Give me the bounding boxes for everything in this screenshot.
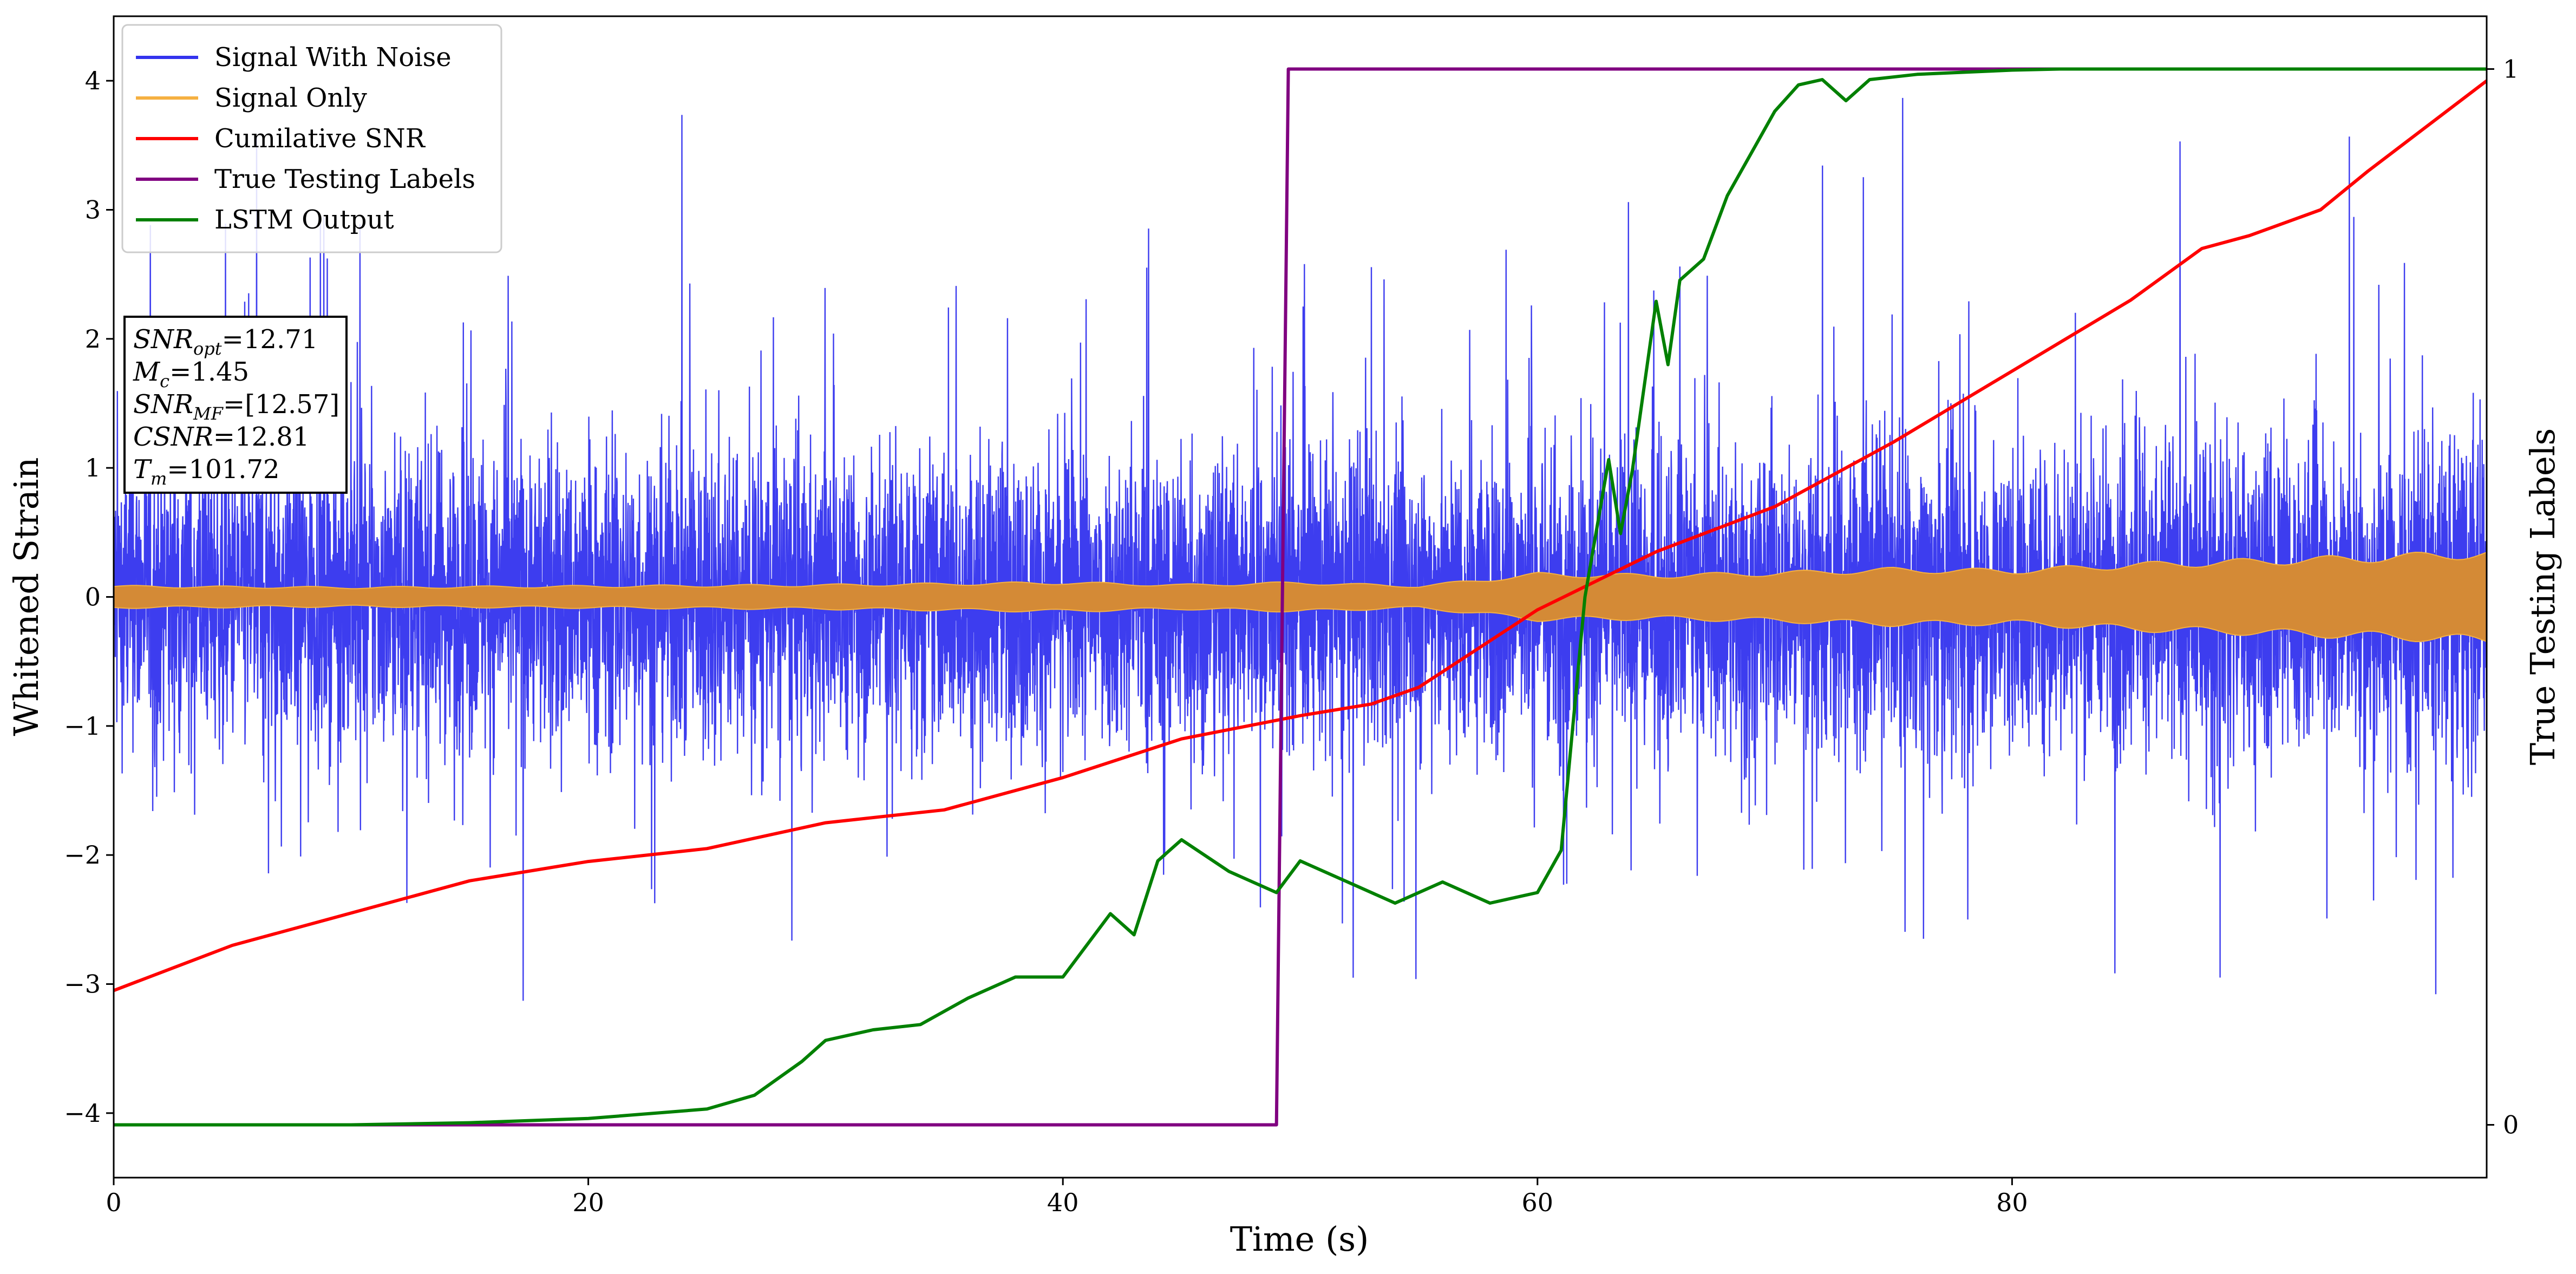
info-box-value: =[12.57] [223,389,339,420]
series-signal-only [114,551,2487,643]
info-box-subscript: c [160,371,169,391]
info-box-line: CSNR=12.81 [133,422,309,452]
info-box-symbol: SNR [133,389,193,420]
info-box-value: =1.45 [169,357,249,387]
y-right-tick-label: 1 [2503,55,2519,84]
info-box-frame [123,316,348,494]
legend-entry-label: LSTM Output [214,205,394,235]
info-box-value: =12.81 [213,422,310,452]
y-tick-label: 0 [85,583,101,612]
info-box-value: =101.72 [167,454,279,485]
series-lstm-output [114,67,2487,1127]
y-tick-label: 2 [85,324,101,354]
info-box-line: Tm=101.72 [133,454,280,489]
x-tick-label: 20 [572,1188,604,1217]
legend-entry-label: True Testing Labels [214,164,475,194]
series-signal-with-noise [114,97,2487,1001]
y-axis-label-right: True Testing Labels [2523,428,2562,766]
plot-area [114,67,2487,1127]
info-box-line: SNRMF=[12.57] [133,389,339,424]
x-tick-label: 80 [1996,1188,2028,1217]
info-box-symbol: T [133,454,152,485]
series-cumulative-snr [114,79,2487,992]
x-axis-label: Time (s) [1230,1219,1369,1259]
y-tick-label: 3 [85,195,101,225]
y-axis-label: Whitened Strain [6,458,46,736]
y-tick-label: −1 [64,711,101,741]
info-box-value: =12.71 [222,324,318,355]
info-box-line: SNRopt=12.71 [133,324,318,359]
legend-frame [121,24,502,253]
info-box-subscript: MF [193,403,224,424]
y-tick-label: −4 [64,1099,101,1128]
x-tick-label: 40 [1047,1188,1079,1217]
info-box-symbol: CSNR [133,422,213,452]
info-box: SNRopt=12.71Mc=1.45SNRMF=[12.57]CSNR=12.… [123,316,348,494]
legend-entry-label: Signal Only [214,83,367,113]
info-box-symbol: M [133,357,161,387]
series-true-testing-labels [114,67,2487,1127]
x-tick-label: 0 [106,1188,121,1217]
info-box-subscript: m [151,468,167,489]
legend: Signal With Noise Signal Only Cumilative S… [121,24,502,253]
legend-entry-label: Signal With Noise [214,42,452,73]
y-tick-label: −2 [64,840,101,870]
y-tick-label: 1 [85,453,101,482]
info-box-subscript: opt [193,338,222,359]
info-box-line: Mc=1.45 [133,357,249,391]
y-right-tick-label: 0 [2503,1110,2519,1140]
info-box-symbol: SNR [133,324,193,355]
legend-entry-label: Cumilative SNR [214,123,426,154]
y-tick-label: −3 [64,970,101,999]
y-tick-label: 4 [85,66,101,95]
x-tick-label: 60 [1522,1188,1554,1217]
